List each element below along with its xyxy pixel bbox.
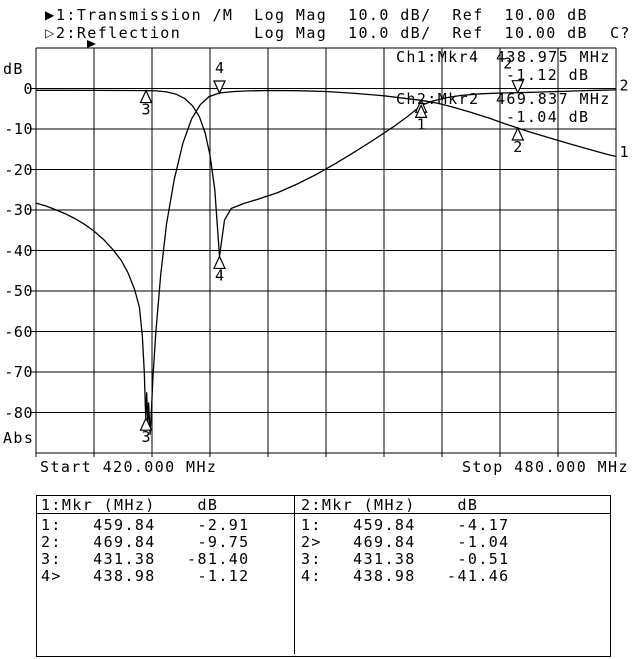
marker-table: 1:Mkr (MHz) dB 2:Mkr (MHz) dB 1: 459.84 … xyxy=(36,495,611,657)
y-tick-label--10: -10 xyxy=(4,120,33,138)
marker-4-trace1-icon xyxy=(213,80,226,95)
marker-3-trace1-label: 3 xyxy=(141,428,150,446)
sweep-stop-label: Stop 480.000 MHz xyxy=(462,458,629,476)
ch1-marker-annotation-label: Ch1:Mkr4 xyxy=(396,48,480,66)
header-line-channel1: 1:Transmission /M Log Mag 10.0 dB/ Ref 1… xyxy=(56,6,588,24)
y-tick-label--20: -20 xyxy=(4,160,33,179)
y-axis-bottom-label: Abs xyxy=(3,429,35,447)
marker-3-trace1-icon xyxy=(139,416,153,431)
marker-3-trace2-label: 3 xyxy=(141,101,150,119)
marker-table-row: 3: 431.38 -0.51 xyxy=(301,550,510,568)
marker-table-header-ch2: 2:Mkr (MHz) dB xyxy=(301,496,479,514)
ch1-marker-annotation-freq: 438.975 MHz xyxy=(496,48,611,66)
marker-1-trace2-icon xyxy=(414,103,428,118)
marker-2-trace2-label: 2 xyxy=(503,55,512,73)
y-tick-label--70: -70 xyxy=(4,363,33,381)
correction-status: C? xyxy=(610,24,631,42)
y-tick-label-0: 0 xyxy=(23,79,33,98)
ch1-marker-annotation-value: -1.12 dB xyxy=(506,66,590,84)
marker-table-row: 2> 469.84 -1.04 xyxy=(301,533,510,551)
marker-3-trace2-icon xyxy=(139,89,153,104)
y-tick-label--30: -30 xyxy=(4,201,33,219)
marker-1-trace2-label: 1 xyxy=(417,115,426,133)
marker-2-trace1-label: 2 xyxy=(513,138,522,156)
sweep-start-label: Start 420.000 MHz xyxy=(40,458,218,476)
y-axis-unit-label: dB xyxy=(3,60,24,78)
marker-table-divider xyxy=(294,496,295,654)
ch2-marker-annotation-label: Ch2:Mkr2 xyxy=(396,90,480,108)
header-line-channel2: 2:Reflection Log Mag 10.0 dB/ Ref 10.00 … xyxy=(56,24,588,42)
trace-2 xyxy=(36,89,617,257)
marker-2-trace1-icon xyxy=(511,126,525,141)
marker-table-row: 4: 438.98 -41.46 xyxy=(301,567,510,585)
marker-table-header-ch1: 1:Mkr (MHz) dB xyxy=(41,496,219,514)
sweep-position-indicator-icon xyxy=(87,40,96,48)
marker-4-trace2-label: 4 xyxy=(215,266,224,284)
marker-table-row: 1: 459.84 -2.91 xyxy=(41,516,250,534)
trace-1 xyxy=(35,89,617,435)
y-tick-label--40: -40 xyxy=(4,241,33,260)
y-tick-label--50: -50 xyxy=(4,282,33,300)
trace1-end-label: 1 xyxy=(620,143,629,161)
marker-table-row: 1: 459.84 -4.17 xyxy=(301,516,510,534)
marker-table-row: 3: 431.38 -81.40 xyxy=(41,550,250,568)
marker-table-row: 4> 438.98 -1.12 xyxy=(41,567,250,585)
marker-table-row: 2: 469.84 -9.75 xyxy=(41,533,250,551)
marker-4-trace2-icon xyxy=(213,254,226,270)
channel1-active-indicator-icon: ▶ xyxy=(45,8,55,22)
trace2-end-label: 2 xyxy=(620,76,629,94)
ch2-marker-annotation-value: -1.04 dB xyxy=(506,108,590,126)
channel2-indicator-icon: ▷ xyxy=(45,26,55,40)
ch2-marker-annotation-freq: 469.837 MHz xyxy=(496,90,611,108)
marker-table-header-rule xyxy=(37,513,610,514)
marker-2-trace2-icon xyxy=(511,80,525,95)
y-tick-label--80: -80 xyxy=(4,403,33,422)
marker-4-trace1-label: 4 xyxy=(215,59,224,77)
plot-grid xyxy=(30,47,617,457)
y-tick-label--60: -60 xyxy=(4,322,33,341)
